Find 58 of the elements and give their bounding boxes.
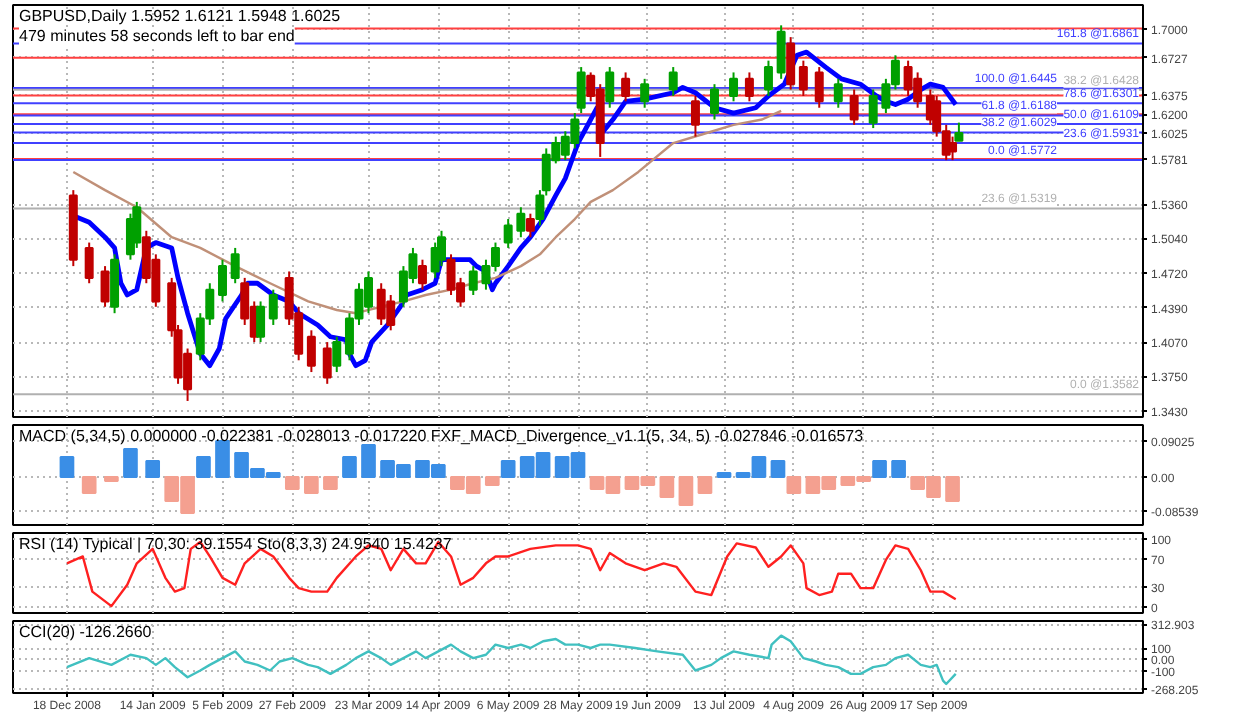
bar — [123, 448, 138, 478]
chart-title: MACD (5,34,5) 0.000000 -0.022381 -0.028013 -0.017220 FXF_MACD_Divergence_v1.1(5, 34, 5) -0.027846 -0.016573 — [19, 427, 865, 445]
bar — [304, 476, 319, 494]
bar — [361, 444, 376, 478]
candlestick — [744, 71, 754, 103]
candlestick — [621, 71, 631, 103]
candlestick — [100, 265, 110, 308]
candlestick — [776, 24, 786, 80]
candlestick — [948, 135, 958, 162]
bar — [342, 456, 357, 478]
candlestick — [729, 71, 739, 103]
candlestick — [417, 258, 427, 291]
chart-title: RSI (14) Typical | 70,30: 39.1554 Sto(8,3,3) 24.9540 15.4237 — [19, 535, 453, 553]
candlestick — [306, 329, 316, 374]
candlestick — [84, 241, 94, 285]
candlestick — [605, 66, 615, 109]
chart-title: CCI(20) -126.2660 — [19, 623, 153, 641]
bar — [284, 476, 300, 490]
bar — [786, 476, 802, 494]
bar — [59, 456, 75, 478]
candlestick — [833, 77, 843, 109]
candlestick — [576, 66, 586, 115]
candlestick — [525, 212, 535, 239]
candlestick — [322, 341, 332, 385]
bar — [215, 440, 230, 478]
chart-title: GBPUSD,Daily 1.5952 1.6121 1.5948 1.6025 — [19, 7, 342, 25]
candlestick — [690, 94, 700, 138]
bar — [145, 460, 161, 478]
candlestick — [710, 83, 719, 121]
bar — [81, 476, 97, 494]
bar — [872, 460, 887, 478]
candlestick — [763, 59, 773, 97]
candlestick — [230, 246, 240, 285]
bar — [945, 476, 960, 502]
bar — [891, 460, 906, 478]
bar — [500, 460, 516, 478]
candlestick — [332, 335, 342, 374]
text: 479 minutes 58 seconds left to bar end — [19, 27, 295, 45]
bar — [196, 456, 211, 478]
candlestick — [256, 300, 266, 344]
candlestick — [798, 59, 808, 97]
bar — [770, 460, 786, 478]
bar — [484, 476, 500, 486]
candlestick — [668, 66, 678, 97]
candlestick — [268, 288, 278, 326]
candlestick — [814, 66, 824, 109]
candlestick — [786, 36, 796, 91]
bar — [716, 472, 732, 478]
candlestick — [110, 253, 120, 315]
bar — [659, 476, 675, 498]
bar — [104, 476, 119, 482]
candlestick — [954, 121, 964, 143]
candlestick — [218, 258, 227, 303]
candlestick — [849, 88, 859, 126]
bar — [678, 476, 694, 506]
bar — [697, 476, 713, 494]
candlestick — [640, 77, 650, 109]
bar — [323, 476, 338, 490]
